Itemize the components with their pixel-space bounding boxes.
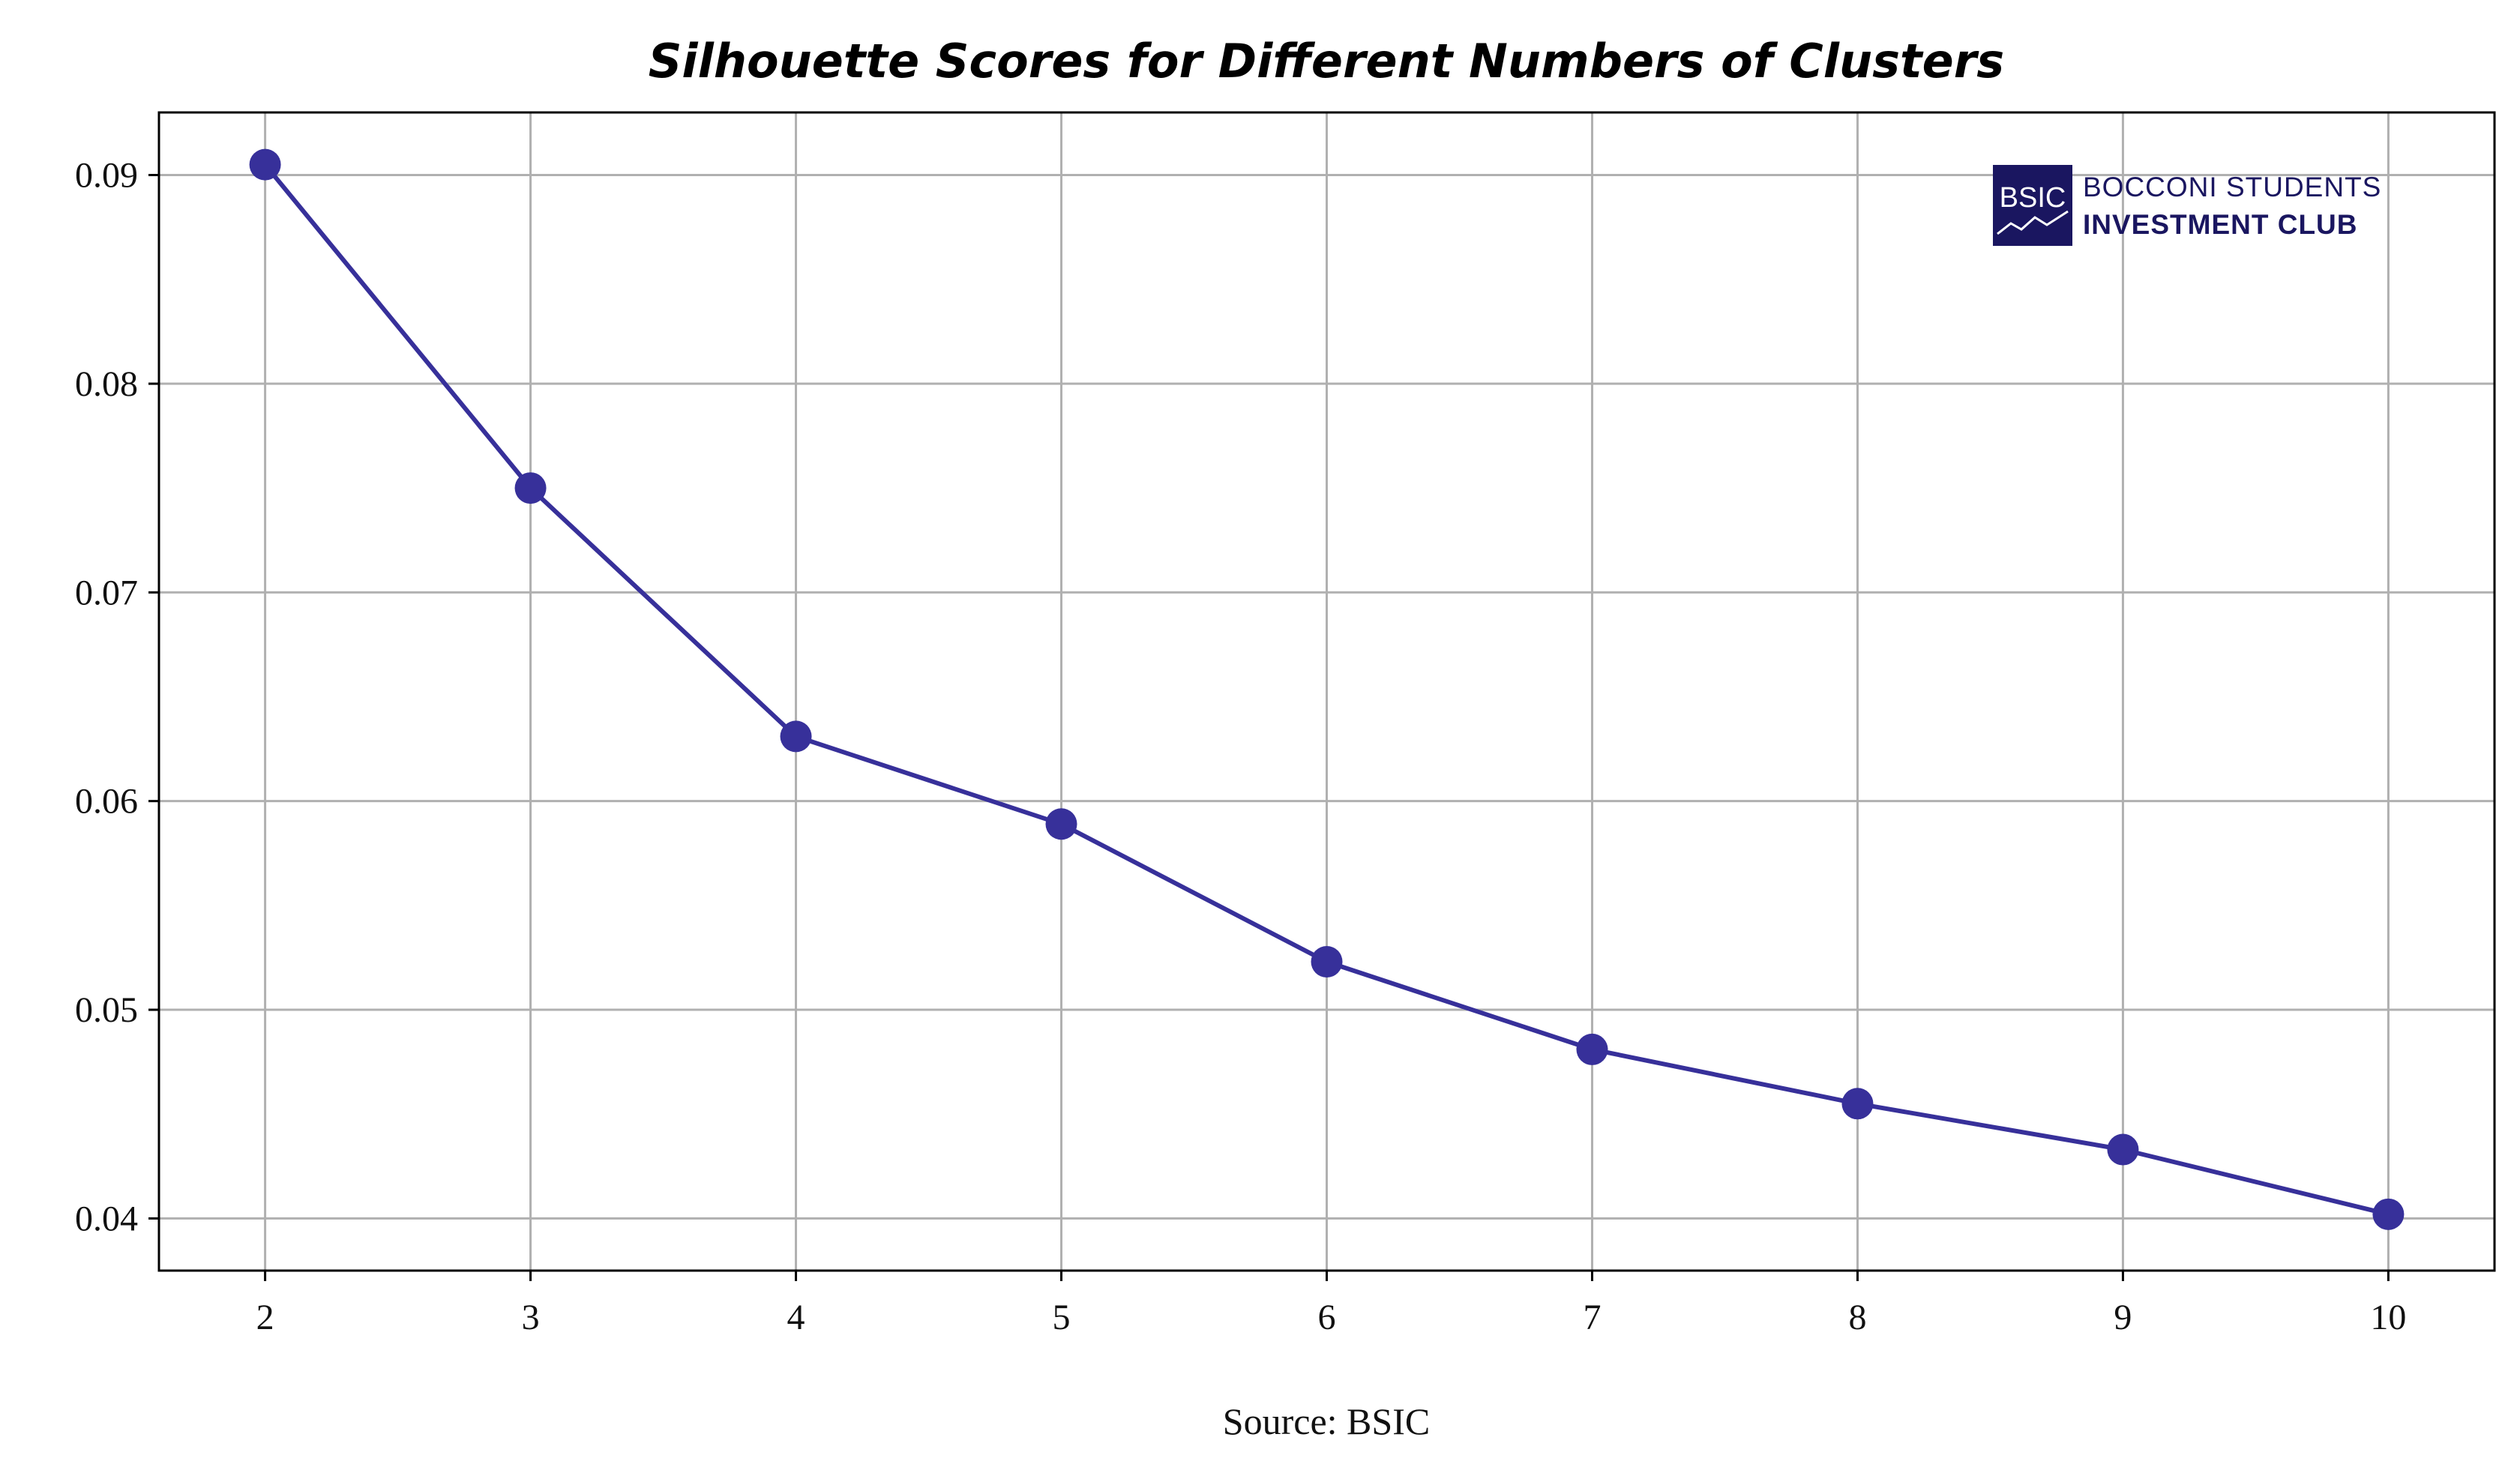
x-tick-label: 2 [256, 1298, 274, 1337]
y-axis: 0.04 0.05 0.06 0.07 0.08 0.09 [75, 156, 159, 1238]
data-point [1045, 808, 1077, 840]
x-tick-label: 10 [2370, 1298, 2406, 1337]
x-tick-label: 4 [787, 1298, 805, 1337]
logo-mark-background [1993, 165, 2072, 246]
x-tick-label: 3 [522, 1298, 540, 1337]
x-tick-label: 9 [2114, 1298, 2132, 1337]
x-tick-label: 8 [1848, 1298, 1866, 1337]
logo-mark-text: BSIC [2000, 182, 2066, 214]
chart-title: Silhouette Scores for Different Numbers … [649, 34, 2004, 88]
data-point [2372, 1198, 2405, 1230]
data-point [249, 148, 281, 181]
grid [159, 112, 2495, 1271]
y-tick-label: 0.05 [75, 990, 138, 1030]
logo-line-2: INVESTMENT CLUB [2083, 209, 2358, 240]
x-axis: 2 3 4 5 6 7 8 9 10 [256, 1271, 2406, 1337]
x-tick-label: 6 [1318, 1298, 1336, 1337]
data-point [1576, 1033, 1608, 1065]
data-point [2107, 1133, 2139, 1166]
data-point [1311, 946, 1343, 978]
bsic-logo: BSIC BOCCONI STUDENTS INVESTMENT CLUB [1993, 165, 2381, 246]
y-tick-label: 0.09 [75, 156, 138, 196]
data-points [249, 148, 2405, 1230]
y-tick-label: 0.07 [75, 573, 138, 612]
y-tick-label: 0.06 [75, 782, 138, 822]
data-point [1841, 1088, 1874, 1120]
y-tick-label: 0.08 [75, 364, 138, 404]
y-tick-label: 0.04 [75, 1199, 138, 1238]
data-point [780, 720, 812, 753]
x-tick-label: 5 [1053, 1298, 1071, 1337]
x-tick-label: 7 [1583, 1298, 1601, 1337]
logo-mark-chart-icon [1997, 210, 2069, 235]
source-note: Source: BSIC [1223, 1400, 1430, 1442]
logo-line-1: BOCCONI STUDENTS [2083, 172, 2381, 202]
data-point [514, 472, 547, 504]
